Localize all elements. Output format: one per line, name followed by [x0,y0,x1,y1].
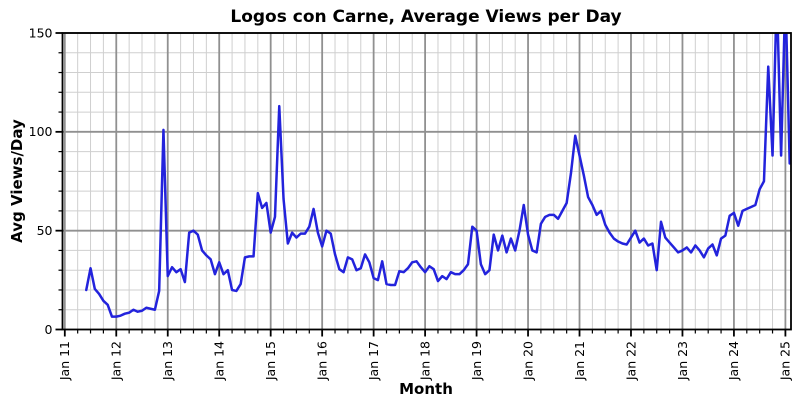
chart-title: Logos con Carne, Average Views per Day [230,7,621,27]
x-tick-label: Jan 13 [160,341,175,381]
generated-chart-layers: 0 50 100 150 Jan 11 Jan 12 Jan 13 Jan 14 Jan 15 J… [29,25,793,381]
y-axis-label: Avg Views/Day [8,119,26,243]
x-tick-label: Jan 20 [520,341,535,381]
x-tick-label: Jan 23 [675,341,690,381]
x-tick-label: Jan 16 [314,341,329,381]
x-axis-label: Month [399,380,453,398]
y-tick-label: 100 [29,124,53,139]
x-tick-label: Jan 14 [212,341,227,381]
x-tick-label: Jan 25 [778,341,793,381]
x-tick-label: Jan 11 [57,341,72,381]
data-line-avg-views [85,33,791,318]
x-tick-label: Jan 21 [572,341,587,381]
y-tick-label: 50 [37,223,53,238]
x-tick-label: Jan 18 [417,341,432,381]
x-tick-label: Jan 17 [366,341,381,381]
x-tick-label: Jan 12 [109,341,124,381]
x-tick-label: Jan 19 [469,341,484,381]
x-tick-label: Jan 24 [726,341,741,381]
x-tick-label: Jan 22 [623,341,638,381]
y-tick-label: 0 [45,322,53,337]
plot-border [61,32,792,331]
y-tick-label: 150 [29,25,53,40]
x-tick-label: Jan 15 [263,341,278,381]
